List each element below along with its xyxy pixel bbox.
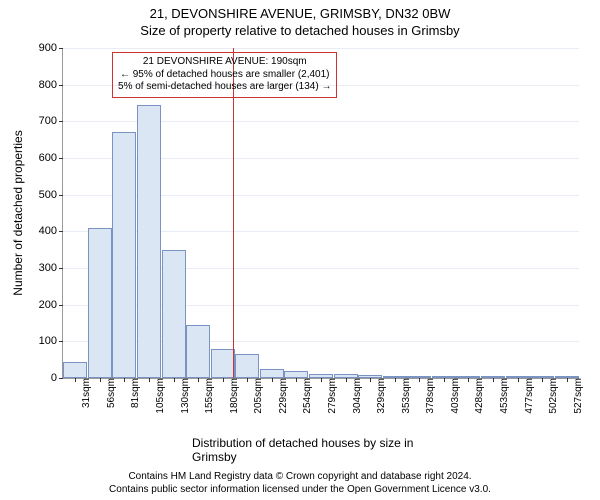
x-tick-mark bbox=[75, 378, 76, 382]
bar bbox=[137, 105, 161, 378]
bar bbox=[284, 371, 308, 378]
x-tick-label: 155sqm bbox=[202, 378, 215, 414]
info-box-line: 5% of semi-detached houses are larger (1… bbox=[118, 81, 331, 94]
x-tick-label: 428sqm bbox=[472, 378, 485, 414]
x-tick-label: 378sqm bbox=[423, 378, 436, 414]
y-tick-label: 900 bbox=[39, 42, 63, 54]
x-tick-mark bbox=[223, 378, 224, 382]
x-tick-mark bbox=[542, 378, 543, 382]
y-tick-label: 200 bbox=[39, 299, 63, 311]
x-tick-mark bbox=[370, 378, 371, 382]
x-tick-label: 304sqm bbox=[350, 378, 363, 414]
y-tick-label: 800 bbox=[39, 79, 63, 91]
y-tick-label: 100 bbox=[39, 335, 63, 347]
footer: Contains HM Land Registry data © Crown c… bbox=[0, 470, 600, 496]
y-tick-label: 700 bbox=[39, 115, 63, 127]
x-tick-mark bbox=[395, 378, 396, 382]
bar bbox=[186, 325, 210, 378]
plot-area: 010020030040050060070080090031sqm56sqm81… bbox=[62, 48, 579, 379]
bar bbox=[112, 132, 136, 378]
x-tick-label: 502sqm bbox=[546, 378, 559, 414]
footer-line-1: Contains HM Land Registry data © Crown c… bbox=[0, 470, 600, 483]
y-tick-label: 400 bbox=[39, 225, 63, 237]
bar bbox=[235, 354, 259, 378]
x-tick-mark bbox=[567, 378, 568, 382]
info-box: 21 DEVONSHIRE AVENUE: 190sqm← 95% of det… bbox=[112, 52, 337, 98]
x-tick-label: 453sqm bbox=[497, 378, 510, 414]
x-tick-label: 229sqm bbox=[276, 378, 289, 414]
x-tick-mark bbox=[296, 378, 297, 382]
title-line-1: 21, DEVONSHIRE AVENUE, GRIMSBY, DN32 0BW bbox=[0, 0, 600, 21]
footer-line-2: Contains public sector information licen… bbox=[0, 483, 600, 496]
x-tick-mark bbox=[198, 378, 199, 382]
x-tick-label: 81sqm bbox=[128, 378, 141, 408]
x-tick-mark bbox=[346, 378, 347, 382]
x-tick-mark bbox=[321, 378, 322, 382]
x-tick-label: 205sqm bbox=[251, 378, 264, 414]
reference-line bbox=[233, 48, 234, 378]
x-tick-mark bbox=[174, 378, 175, 382]
x-tick-label: 254sqm bbox=[300, 378, 313, 414]
x-tick-label: 56sqm bbox=[104, 378, 117, 408]
bar bbox=[260, 369, 284, 378]
x-axis-label: Distribution of detached houses by size … bbox=[192, 436, 450, 464]
y-tick-label: 500 bbox=[39, 189, 63, 201]
x-tick-label: 180sqm bbox=[227, 378, 240, 414]
x-tick-label: 329sqm bbox=[374, 378, 387, 414]
x-tick-label: 130sqm bbox=[178, 378, 191, 414]
x-tick-mark bbox=[468, 378, 469, 382]
bar bbox=[211, 349, 235, 378]
x-tick-label: 477sqm bbox=[522, 378, 535, 414]
y-tick-label: 0 bbox=[51, 372, 63, 384]
x-tick-mark bbox=[149, 378, 150, 382]
x-tick-mark bbox=[518, 378, 519, 382]
x-tick-label: 527sqm bbox=[571, 378, 584, 414]
x-tick-mark bbox=[247, 378, 248, 382]
bar bbox=[88, 228, 112, 378]
x-tick-label: 403sqm bbox=[448, 378, 461, 414]
y-tick-label: 600 bbox=[39, 152, 63, 164]
x-tick-mark bbox=[272, 378, 273, 382]
x-tick-mark bbox=[444, 378, 445, 382]
x-tick-label: 353sqm bbox=[399, 378, 412, 414]
info-box-line: ← 95% of detached houses are smaller (2,… bbox=[118, 69, 331, 82]
gridline bbox=[63, 48, 579, 49]
y-axis-label: Number of detached properties bbox=[11, 130, 25, 295]
x-tick-mark bbox=[419, 378, 420, 382]
x-tick-mark bbox=[100, 378, 101, 382]
x-tick-label: 31sqm bbox=[79, 378, 92, 408]
info-box-line: 21 DEVONSHIRE AVENUE: 190sqm bbox=[118, 56, 331, 69]
chart-container: 21, DEVONSHIRE AVENUE, GRIMSBY, DN32 0BW… bbox=[0, 0, 600, 500]
x-tick-mark bbox=[493, 378, 494, 382]
title-line-2: Size of property relative to detached ho… bbox=[0, 21, 600, 42]
bar bbox=[63, 362, 87, 379]
x-tick-label: 105sqm bbox=[153, 378, 166, 414]
bar bbox=[162, 250, 186, 378]
y-tick-label: 300 bbox=[39, 262, 63, 274]
x-tick-mark bbox=[124, 378, 125, 382]
x-tick-label: 279sqm bbox=[325, 378, 338, 414]
